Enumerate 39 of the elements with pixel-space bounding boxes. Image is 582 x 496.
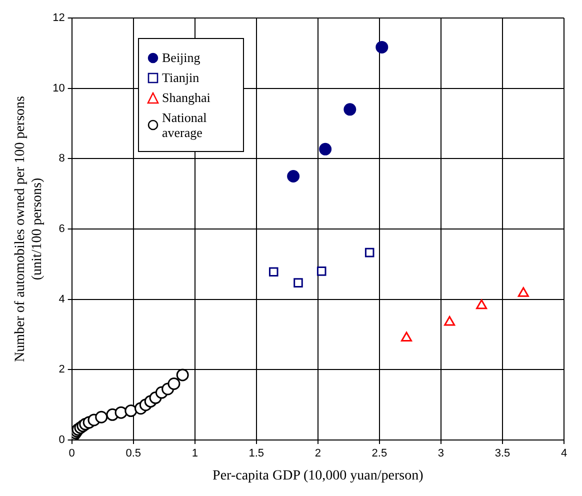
point	[114, 406, 128, 419]
point	[376, 40, 388, 54]
legend-label: Tianjin	[162, 70, 200, 85]
point	[316, 266, 326, 276]
point	[168, 377, 180, 390]
point	[400, 332, 412, 342]
legend-label: Shanghai	[162, 90, 210, 105]
x-tick-label: 1.5	[248, 448, 264, 460]
y-tick-label: 2	[58, 364, 65, 376]
y-tick-label: 0	[58, 434, 65, 446]
y-axis-title: Number of automobiles owned per 100 persons (unit/100 persons)	[13, 96, 45, 362]
point	[476, 299, 488, 310]
y-tick-label: 6	[58, 223, 65, 236]
x-tick-label: 3.5	[494, 448, 510, 460]
point	[444, 316, 456, 326]
point	[518, 287, 529, 297]
point	[176, 368, 189, 382]
x-tick-label: 0	[68, 448, 75, 460]
y-tick-label: 8	[58, 152, 65, 165]
x-tick-label: 0.5	[126, 448, 142, 460]
point	[294, 278, 303, 288]
y-tick-label: 10	[52, 82, 65, 94]
x-tick-label: 1	[192, 448, 198, 460]
point	[287, 170, 300, 182]
point	[268, 267, 278, 277]
y-tick-label: 12	[52, 12, 65, 24]
point	[124, 404, 138, 418]
x-tick-label: 3	[438, 448, 444, 460]
x-axis-title: Per-capita GDP (10,000 yuan/person)	[212, 468, 424, 484]
x-tick-label: 2.5	[372, 448, 388, 460]
legend-label: Beijing	[162, 50, 200, 65]
point	[95, 410, 108, 424]
x-tick-label: 4	[560, 448, 568, 460]
x-tick-label: 2	[314, 448, 321, 460]
point	[364, 248, 374, 258]
point	[344, 103, 356, 116]
point	[319, 142, 332, 156]
y-tick-label: 4	[58, 293, 65, 306]
legend-label: National average	[162, 110, 208, 140]
